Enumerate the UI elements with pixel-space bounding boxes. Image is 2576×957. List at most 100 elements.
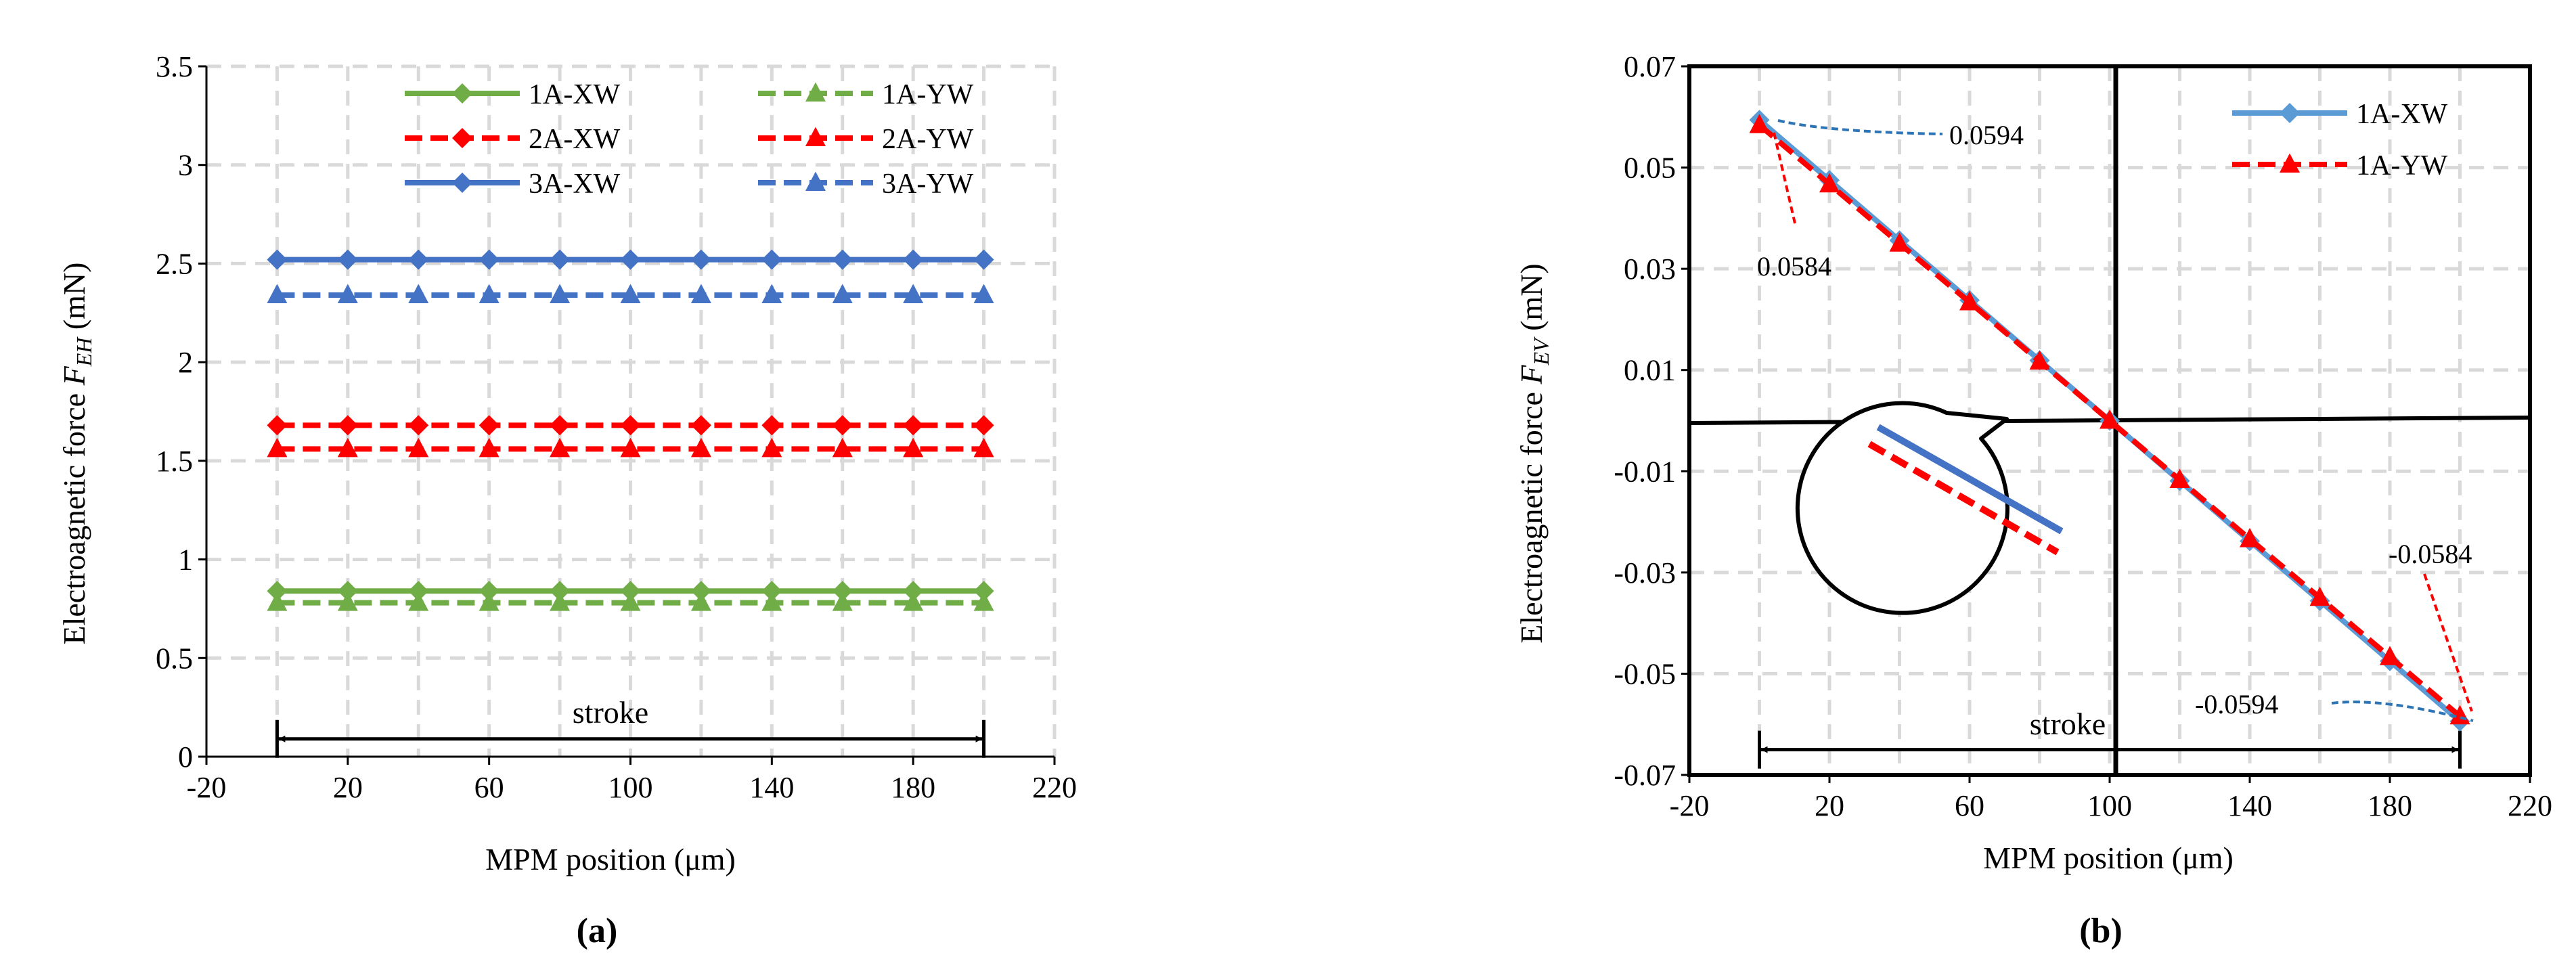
data-point-1a-yw bbox=[973, 592, 994, 611]
data-point-1a-xw bbox=[267, 581, 288, 602]
y-tick-label: 1.5 bbox=[156, 445, 193, 478]
data-point-2a-xw bbox=[408, 415, 429, 436]
x-tick-label: 100 bbox=[608, 771, 653, 804]
data-point-2a-xw bbox=[690, 415, 711, 436]
data-point-1a-xw bbox=[832, 581, 853, 602]
data-point-1a-yw bbox=[550, 592, 571, 611]
x-tick-label: 180 bbox=[2368, 789, 2412, 822]
y-tick-label: 2.5 bbox=[156, 247, 193, 280]
x-tick-label: 20 bbox=[1815, 789, 1844, 822]
data-point-2a-yw bbox=[267, 437, 288, 458]
data-point-3a-yw bbox=[761, 284, 782, 304]
data-point-1a-yw bbox=[690, 592, 711, 611]
data-point-2a-xw bbox=[761, 415, 782, 436]
legend-marker-3a-yw bbox=[805, 171, 826, 191]
data-point-1a-yw bbox=[337, 592, 358, 611]
legend: 1A-XW 1A-YW 2A-XW 2A-YW 3A-XW 3A-YW bbox=[405, 79, 974, 200]
data-point-3a-xw bbox=[832, 249, 853, 270]
x-tick-label: 60 bbox=[1955, 789, 1984, 822]
data-point-1a-yw bbox=[620, 592, 641, 611]
x-axis-label: MPM position (μm) bbox=[485, 842, 736, 876]
data-point-1a-yw bbox=[1749, 114, 1770, 133]
data-point-3a-yw bbox=[479, 284, 499, 304]
stroke-label: stroke bbox=[573, 695, 648, 730]
data-point-3a-xw bbox=[620, 249, 641, 270]
x-tick-label: -20 bbox=[1670, 789, 1710, 822]
data-point-1a-yw bbox=[903, 592, 924, 611]
zoom-blue-line bbox=[1876, 424, 2064, 535]
y-tick-label: 0.07 bbox=[1624, 50, 1676, 83]
x-tick-label: 100 bbox=[2087, 789, 2132, 822]
data-point-1a-xw bbox=[690, 581, 711, 602]
legend-marker-1a-yw bbox=[805, 82, 826, 102]
y-tick-label: 0.5 bbox=[156, 642, 193, 675]
data-point-1a-xw bbox=[408, 581, 429, 602]
legend-marker-1a-yw bbox=[2280, 153, 2300, 173]
x-tick-label: 60 bbox=[474, 771, 504, 804]
data-point-1a-yw bbox=[2100, 409, 2120, 429]
data-point-1a-yw bbox=[1889, 232, 1910, 252]
annotation-leader-neg-0594 bbox=[2331, 700, 2474, 722]
legend-marker-1a-xw bbox=[2280, 103, 2300, 123]
data-point-3a-yw bbox=[337, 284, 358, 304]
data-point-2a-xw bbox=[267, 415, 288, 436]
data-point-1a-xw bbox=[620, 581, 641, 602]
value-annotations: 0.0594 0.0584 -0.0584 -0.0594 bbox=[1757, 119, 2474, 722]
y-tick-label: 1 bbox=[178, 543, 193, 577]
data-point-1a-xw bbox=[479, 581, 499, 602]
legend-label-3a-xw: 3A-XW bbox=[529, 169, 621, 200]
data-point-1a-yw bbox=[2380, 646, 2400, 665]
y-tick-label: 0 bbox=[178, 740, 193, 774]
data-point-2a-yw bbox=[690, 437, 711, 458]
data-point-2a-xw bbox=[832, 415, 853, 436]
y-tick-label: -0.07 bbox=[1614, 759, 1676, 792]
stroke-label: stroke bbox=[2030, 707, 2106, 741]
x-tick-label: 140 bbox=[749, 771, 794, 804]
data-point-3a-xw bbox=[267, 249, 288, 270]
data-point-2a-xw bbox=[337, 415, 358, 436]
data-point-1a-yw bbox=[832, 592, 853, 611]
data-point-2a-xw bbox=[479, 415, 499, 436]
data-point-1a-xw bbox=[337, 581, 358, 602]
legend-marker-2a-yw bbox=[805, 127, 826, 146]
data-point-2a-xw bbox=[620, 415, 641, 436]
zoom-callout-bubble bbox=[1795, 401, 2009, 615]
axes bbox=[198, 65, 1056, 765]
chart-panel-b: 1A-XW 1A-YW -0.07 -0.05 -0.03 -0.01 0.01 0.03 0… bbox=[1514, 50, 2552, 950]
tick-labels: 0 0.5 1 1.5 2 2.5 3 3.5 -20 20 60 100 140 180 220 bbox=[156, 50, 1077, 804]
data-point-2a-yw bbox=[761, 437, 782, 458]
data-point-3a-yw bbox=[973, 284, 994, 304]
data-point-3a-yw bbox=[903, 284, 924, 304]
data-point-3a-yw bbox=[408, 284, 429, 304]
x-tick-label: -20 bbox=[187, 771, 227, 804]
data-point-3a-xw bbox=[690, 249, 711, 270]
annotation-0594: 0.0594 bbox=[1949, 120, 2024, 150]
annotation-leader-0594 bbox=[1777, 119, 1943, 135]
zoom-red-line bbox=[1867, 441, 2060, 556]
axes bbox=[1681, 64, 2532, 783]
data-point-2a-yw bbox=[620, 437, 641, 458]
annotation-neg-0584: -0.0584 bbox=[2389, 539, 2472, 569]
y-tick-label: 0.03 bbox=[1624, 252, 1676, 286]
data-point-3a-yw bbox=[832, 284, 853, 304]
legend-label-2a-yw: 2A-YW bbox=[882, 124, 974, 155]
data-point-1a-xw bbox=[973, 581, 994, 602]
y-tick-label: -0.05 bbox=[1614, 657, 1676, 690]
y-tick-label: 2 bbox=[178, 346, 193, 379]
legend-label-1a-yw: 1A-YW bbox=[2356, 150, 2448, 181]
annotation-0584: 0.0584 bbox=[1757, 251, 1831, 282]
data-point-1a-xw bbox=[903, 581, 924, 602]
y-tick-label: -0.01 bbox=[1614, 455, 1676, 488]
data-point-1a-yw bbox=[1819, 173, 1840, 193]
x-tick-label: 140 bbox=[2227, 789, 2272, 822]
y-tick-label: 3 bbox=[178, 149, 193, 182]
annotation-leader-0584 bbox=[1773, 132, 1796, 224]
panel-label-b: (b) bbox=[2079, 912, 2123, 950]
data-series bbox=[267, 249, 994, 611]
data-point-1a-yw bbox=[2240, 527, 2260, 548]
y-tick-label: 0.01 bbox=[1624, 354, 1676, 387]
data-point-2a-yw bbox=[337, 437, 358, 458]
annotation-neg-0594: -0.0594 bbox=[2195, 689, 2278, 719]
stroke-annotation bbox=[1758, 730, 2462, 769]
